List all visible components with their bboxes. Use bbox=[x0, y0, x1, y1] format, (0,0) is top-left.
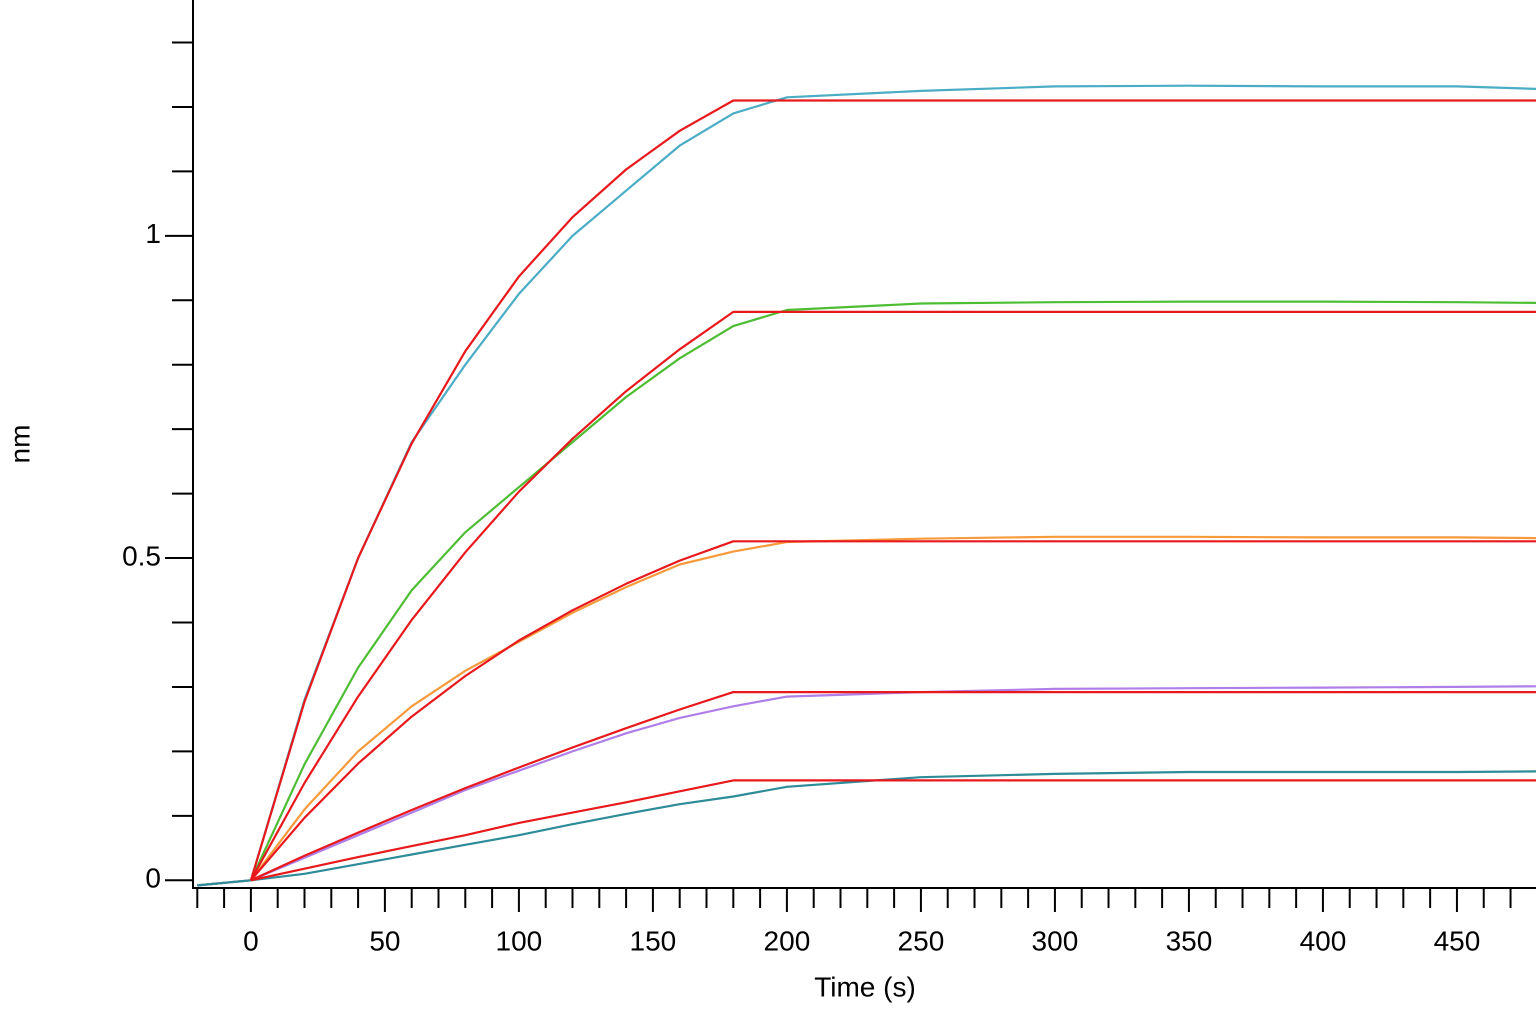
x-tick-label: 450 bbox=[1434, 925, 1481, 956]
series-line bbox=[249, 99, 1536, 881]
y-tick-label: 0.5 bbox=[122, 540, 161, 571]
x-tick-label: 200 bbox=[764, 925, 811, 956]
y-tick-label: 1 bbox=[145, 218, 161, 249]
x-tick-label: 150 bbox=[630, 925, 677, 956]
series-line bbox=[249, 310, 1536, 881]
series-line bbox=[197, 300, 1536, 887]
series-line bbox=[197, 535, 1536, 887]
x-tick-label: 300 bbox=[1032, 925, 1079, 956]
x-tick-label: 400 bbox=[1300, 925, 1347, 956]
x-tick-label: 100 bbox=[496, 925, 543, 956]
x-tick-label: 0 bbox=[243, 925, 259, 956]
x-tick-label: 50 bbox=[369, 925, 400, 956]
x-axis-label: Time (s) bbox=[814, 971, 916, 1002]
series-line bbox=[250, 691, 1536, 882]
series-line bbox=[250, 540, 1536, 882]
series-line bbox=[197, 84, 1536, 887]
y-tick-label: 0 bbox=[145, 863, 161, 894]
x-tick-label: 350 bbox=[1166, 925, 1213, 956]
series-line bbox=[250, 779, 1536, 882]
series-line bbox=[197, 685, 1536, 887]
series-line bbox=[197, 770, 1536, 887]
x-tick-label: 250 bbox=[898, 925, 945, 956]
y-axis-label: nm bbox=[4, 425, 35, 464]
